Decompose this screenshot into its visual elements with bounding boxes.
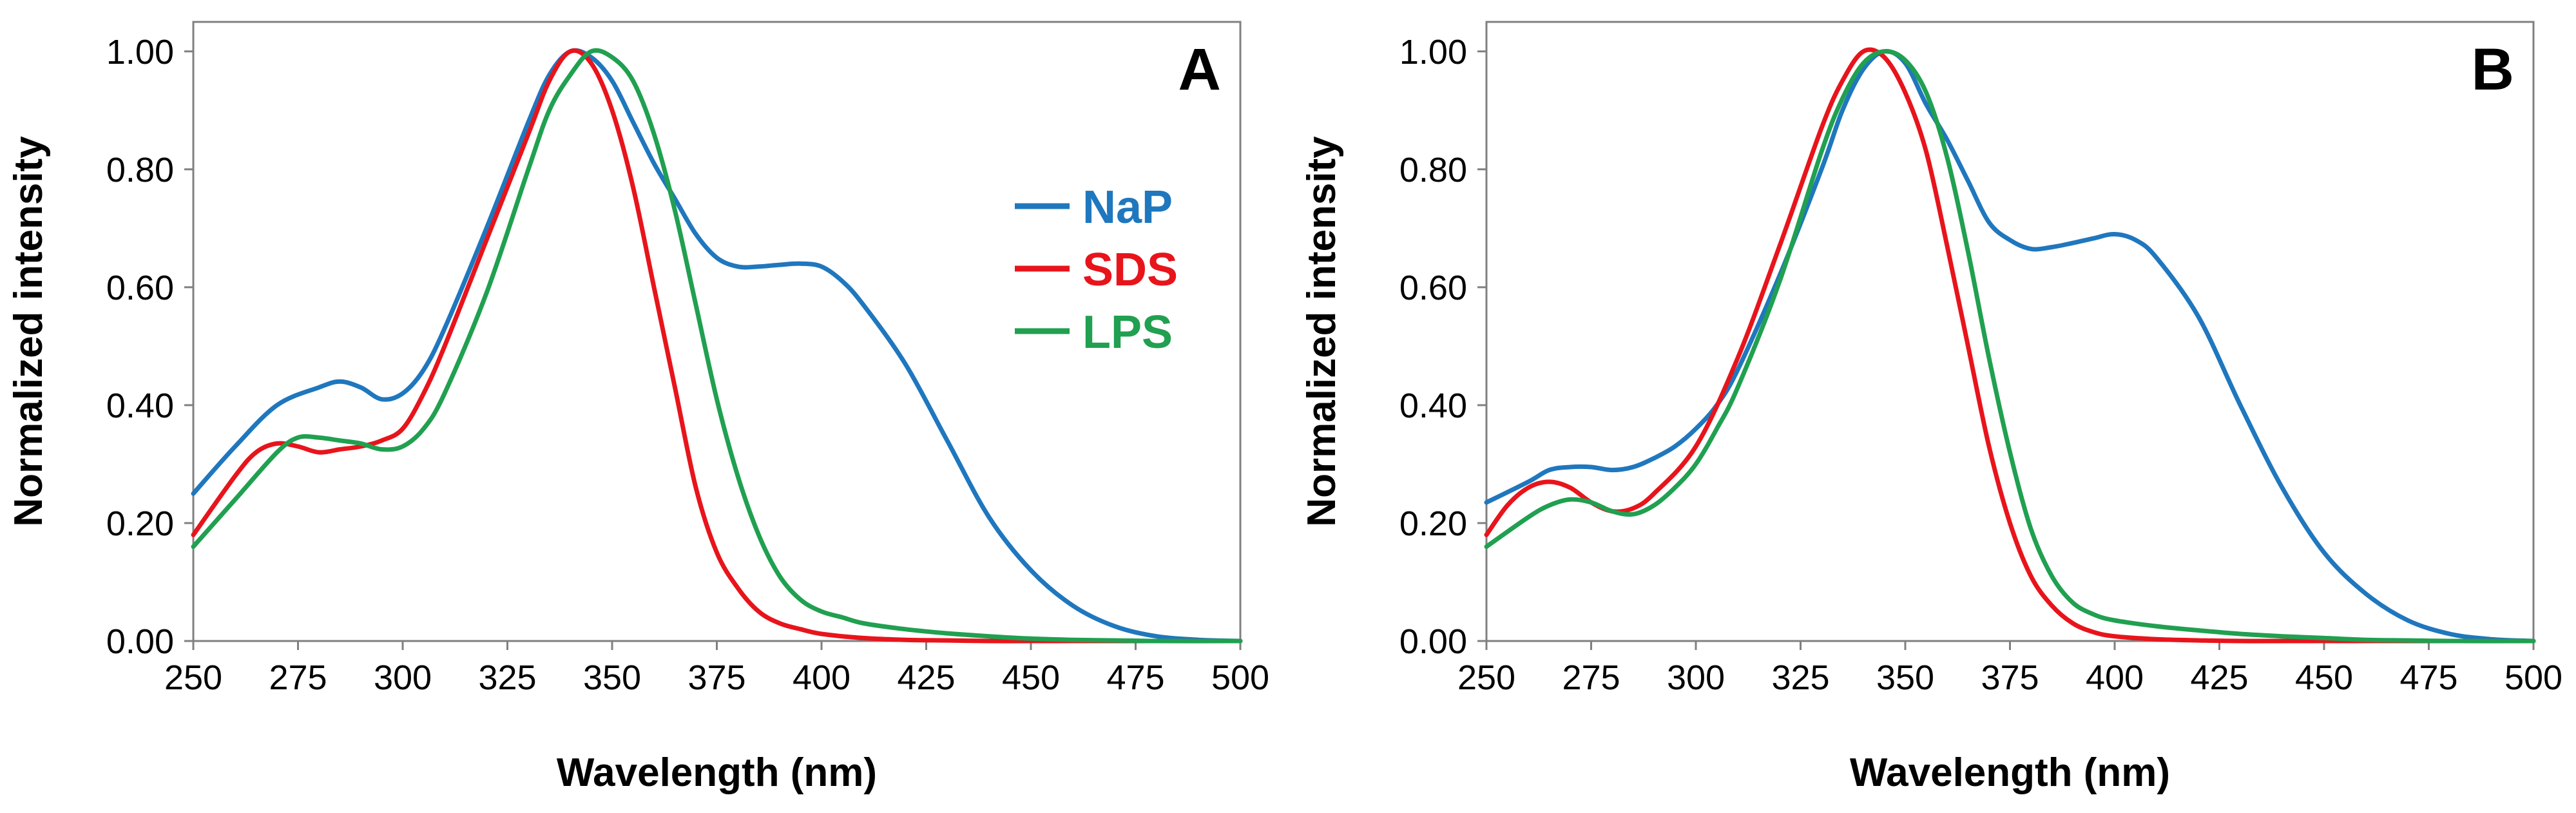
panel-a-x-tick-label: 450 — [1002, 658, 1060, 697]
panel-a-x-tick-label: 300 — [374, 658, 432, 697]
panel-b-x-tick-label: 300 — [1667, 658, 1725, 697]
panel-b-series-nap-line — [1484, 49, 2536, 644]
panel-a-x-tick-label: 375 — [687, 658, 745, 697]
panel-a-y-tick-label: 0.40 — [106, 387, 174, 425]
panel-b-x-tick-label: 250 — [1457, 658, 1515, 697]
panel-a-y-tick-label: 0.00 — [106, 622, 174, 661]
panel-b-x-tick-label: 375 — [1981, 658, 2039, 697]
panel-b-x-tick-label: 450 — [2295, 658, 2353, 697]
panel-a-x-tick-label: 475 — [1106, 658, 1164, 697]
panel-a-y-tick-label: 0.60 — [106, 269, 174, 307]
panel-a-x-tick-label: 250 — [164, 658, 222, 697]
panel-a-x-tick-label: 425 — [897, 658, 955, 697]
panel-a-x-axis-title: Wavelength (nm) — [557, 751, 877, 795]
panel-b-y-tick-label: 0.60 — [1399, 269, 1467, 307]
panel-a-series-sds-line — [191, 48, 1243, 644]
panel-a-x-tick-label: 275 — [269, 658, 327, 697]
panel-b-x-tick-label: 500 — [2504, 658, 2562, 697]
panel-a-y-tick-label: 0.20 — [106, 504, 174, 543]
panel-b-series-sds-line — [1484, 47, 2536, 644]
panel-b-y-tick-label: 1.00 — [1399, 33, 1467, 72]
panel-b-x-tick-label: 425 — [2190, 658, 2248, 697]
panel-a-legend: NaP SDS LPS — [1015, 182, 1178, 358]
panel-b-x-tick-label: 350 — [1876, 658, 1934, 697]
legend-label-sds: SDS — [1082, 244, 1178, 296]
panel-a-x-tick-label: 350 — [583, 658, 641, 697]
panel-a: 250 275 300 325 350 375 400 425 450 475 500 0.00 0.2… — [6, 21, 1269, 795]
legend-label-nap: NaP — [1082, 182, 1173, 233]
panel-a-x-tick-label: 325 — [478, 658, 536, 697]
panel-a-series-lps-line — [191, 48, 1243, 644]
panel-b-y-axis-title: Normalized intensity — [1300, 136, 1344, 527]
panel-b-plot-frame — [1485, 21, 2535, 642]
panel-a-x-tick-label: 500 — [1211, 658, 1269, 697]
panel-b: 250 275 300 325 350 375 400 425 450 475 500 0.00 0.2… — [1300, 21, 2562, 795]
legend-label-lps: LPS — [1082, 307, 1173, 358]
panel-b-x-tick-label: 400 — [2086, 658, 2144, 697]
panel-b-label: B — [2472, 37, 2514, 102]
panel-b-x-tick-label: 475 — [2399, 658, 2457, 697]
panel-b-y-tick-label: 0.00 — [1399, 622, 1467, 661]
panel-b-y-tick-label: 0.20 — [1399, 504, 1467, 543]
panel-a-series-nap-line — [191, 48, 1243, 644]
panel-a-y-axis-title: Normalized intensity — [6, 136, 51, 527]
panel-b-y-tick-label: 0.80 — [1399, 151, 1467, 189]
panel-a-x-tick-label: 400 — [793, 658, 851, 697]
panel-a-y-tick-label: 1.00 — [106, 33, 174, 72]
panel-b-x-axis-title: Wavelength (nm) — [1850, 751, 2170, 795]
panel-b-x-tick-label: 325 — [1771, 658, 1829, 697]
panel-b-series-lps-line — [1484, 49, 2536, 644]
panel-a-label: A — [1178, 37, 1221, 102]
panel-a-y-tick-label: 0.80 — [106, 151, 174, 189]
panel-b-y-tick-label: 0.40 — [1399, 387, 1467, 425]
panel-b-x-tick-label: 275 — [1562, 658, 1620, 697]
